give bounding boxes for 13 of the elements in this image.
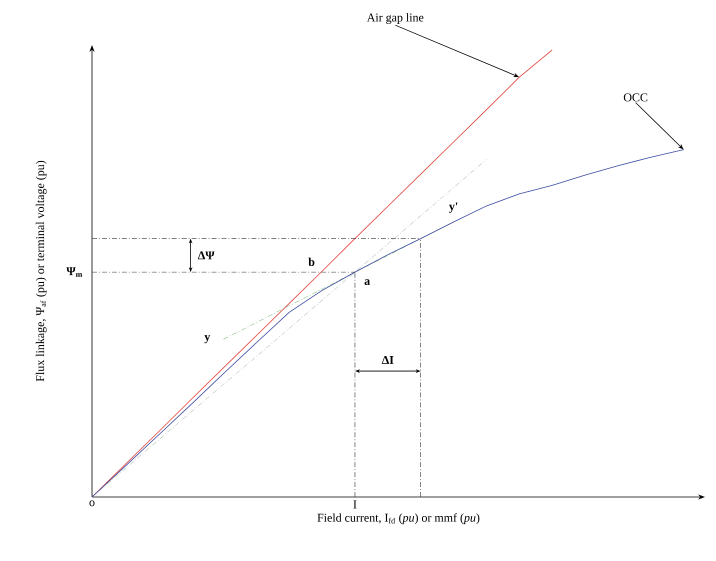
text: Air gap line (366, 13, 424, 24)
x-tick-label: I (353, 500, 357, 508)
annotation: OCC (624, 93, 648, 102)
y-axis-title: Flux linkage, Ψ$_{af}$ (pu) or terminal voltage (pu) (36, 160, 47, 382)
text: Ψ$_{m}$ (66, 267, 82, 277)
annotation: b (308, 258, 314, 266)
x-axis-title: Field current, I$_{fd}$ (pu) or mmf (pu) (317, 513, 480, 524)
annotation: y (204, 335, 210, 344)
annotation: y' (449, 202, 458, 213)
x-tick-label: o (89, 500, 95, 506)
annotation: a (364, 279, 370, 286)
annotation: ΔΨ (198, 251, 215, 260)
annotation: ΔI (382, 356, 394, 364)
